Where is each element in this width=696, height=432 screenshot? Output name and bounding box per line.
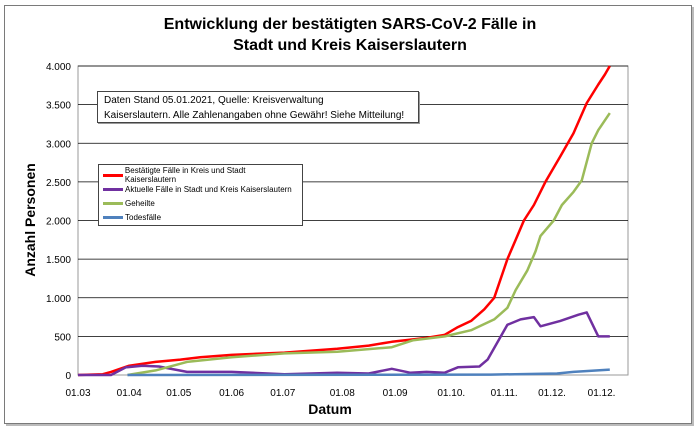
legend-label: Geheilte (125, 198, 155, 208)
y-tick-label: 2.000 (46, 217, 71, 228)
x-tick-label: 01.12. (538, 388, 566, 399)
x-tick-label: 01.05 (166, 388, 191, 399)
x-axis-label: Datum (308, 401, 352, 417)
legend-label: Aktuelle Fälle in Stadt und Kreis Kaiser… (125, 184, 292, 194)
legend-item-deaths: Todesfälle (103, 210, 298, 224)
x-tick-label: 01.04 (117, 388, 142, 399)
note-line-2: Kaiserslautern. Alle Zahlenangaben ohne … (104, 110, 405, 121)
legend-label: Todesfälle (125, 212, 162, 222)
data-source-note: Daten Stand 05.01.2021, Quelle: Kreisver… (97, 91, 419, 123)
legend-item-recovered: Geheilte (103, 196, 298, 210)
y-tick-label: 2.500 (46, 178, 71, 189)
legend-item-confirmed: Bestätigte Fälle in Kreis und Stadt Kais… (103, 166, 298, 184)
legend-swatch (103, 215, 123, 219)
y-tick-label: 3.000 (46, 139, 71, 150)
y-tick-label: 0 (65, 371, 71, 382)
x-tick-label: 01.06 (219, 388, 244, 399)
x-tick-label: 01.08 (330, 388, 355, 399)
legend: Bestätigte Fälle in Kreis und Stadt Kais… (98, 164, 303, 226)
legend-item-active: Aktuelle Fälle in Stadt und Kreis Kaiser… (103, 182, 298, 196)
x-tick-label: 01.03 (65, 388, 90, 399)
legend-label: Bestätigte Fälle in Kreis und Stadt Kais… (124, 166, 246, 184)
chart-title-line1: Entwicklung der bestätigten SARS-CoV-2 F… (164, 16, 537, 33)
x-tick-label: 01.09 (383, 388, 408, 399)
y-tick-label: 500 (54, 332, 71, 343)
y-axis-label: Anzahl Personen (22, 163, 38, 277)
legend-swatch (103, 187, 123, 191)
legend-swatch (103, 173, 123, 177)
note-line-1: Daten Stand 05.01.2021, Quelle: Kreisver… (104, 95, 324, 106)
chart-title-line2: Stadt und Kreis Kaiserslautern (233, 37, 467, 54)
series-line-3 (127, 368, 610, 377)
y-tick-label: 3.500 (46, 101, 71, 112)
y-tick-label: 4.000 (46, 62, 71, 73)
x-tick-label: 01.11. (491, 388, 518, 399)
y-tick-label: 1.500 (46, 255, 71, 266)
y-tick-label: 1.000 (46, 294, 71, 305)
x-tick-label: 01.12. (588, 388, 616, 399)
series-line-2 (127, 112, 611, 377)
x-tick-label: 01.07 (270, 388, 295, 399)
x-tick-label: 01.10. (437, 388, 465, 399)
legend-swatch (103, 201, 123, 205)
series-line-0 (77, 65, 611, 377)
